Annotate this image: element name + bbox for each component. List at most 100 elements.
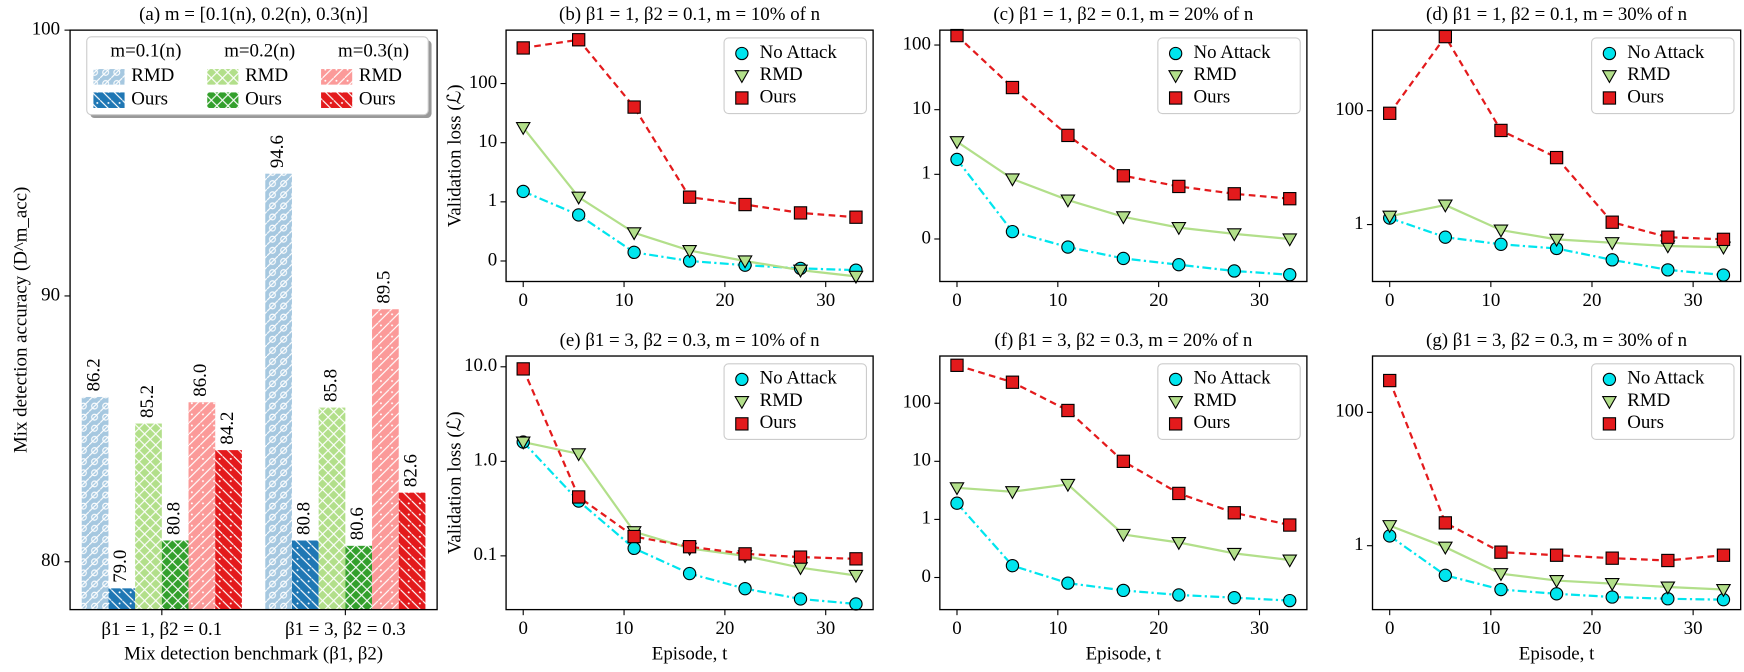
marker [1115,211,1131,225]
bar [161,540,189,610]
legend-swatch [93,92,125,108]
legend-label: RMD [1627,64,1670,85]
marker [1605,590,1619,604]
marker [793,206,808,220]
marker [1116,169,1131,183]
legend-label: Ours [760,412,797,433]
marker [1061,403,1075,418]
marker [682,190,697,204]
marker [627,245,641,260]
marker [793,550,808,564]
marker [1283,192,1297,206]
y-tick-label: 90 [41,284,60,305]
marker [682,566,697,581]
marker [571,448,587,462]
legend-label: RMD [131,65,174,86]
x-tick-label: 0 [1385,290,1394,311]
marker [1605,253,1619,267]
marker [1716,268,1731,282]
marker [1605,215,1619,229]
marker [737,255,753,269]
legend-group-title: m=0.1(n) [110,41,181,62]
legend-label: RMD [1627,390,1670,411]
marker [849,552,863,566]
bar [108,588,136,610]
legend-label: RMD [1193,64,1236,85]
marker [1383,106,1397,120]
value-label: 89.5 [374,271,395,304]
marker [1602,46,1617,61]
axes-frame [505,355,874,611]
bar [345,545,373,610]
x-tick-label: 20 [1583,618,1602,639]
marker [1172,486,1186,501]
marker [627,529,641,544]
x-axis-label: Mix detection benchmark (β1, β2) [124,644,383,665]
x-tick-label: 10 [1481,618,1500,639]
legend-group-title: m=0.2(n) [224,41,295,62]
marker [627,541,641,556]
marker [1661,263,1675,277]
legend: m=0.1(n) RMD Ours m=0.2(n) RMD Ours m=0.3(n) RM… [86,36,432,119]
marker [1383,373,1397,388]
marker [1004,486,1021,500]
x-tick-label: 30 [816,618,835,639]
marker [1602,91,1617,105]
marker [735,417,749,431]
marker [571,191,587,205]
x-axis-label: Episode, t [1519,644,1595,665]
bar [291,540,319,610]
bar [81,396,109,610]
marker [792,264,809,278]
legend-frame [723,37,867,115]
marker [1494,237,1508,251]
bar [372,309,399,610]
marker [1227,264,1241,278]
legend-frame [1591,37,1735,115]
marker [1168,396,1184,410]
value-label: 80.8 [164,502,185,535]
marker [1061,128,1075,143]
marker [1438,516,1453,530]
bar [265,173,292,610]
x-tick-label: β1 = 1, β2 = 0.1 [101,619,222,640]
marker [849,597,863,611]
legend-swatch [207,92,239,108]
y-tick-label: 10 [478,131,497,152]
marker [682,540,697,554]
axes-frame [505,29,874,283]
x-tick-label: 10 [615,290,634,311]
y-axis-label: Validation loss (ℒ) [444,84,465,227]
marker [1716,548,1731,562]
marker [1168,91,1183,105]
y-tick-label: 100 [903,33,931,54]
y-tick-label: 100 [32,18,60,39]
bar [398,492,426,610]
y-tick-label: 100 [1335,99,1363,120]
marker [1004,173,1021,187]
legend-frame [1591,363,1735,440]
x-tick-label: 10 [615,618,634,639]
y-tick-label: 10 [912,450,931,471]
value-label: 86.0 [190,364,211,397]
marker [1282,233,1298,247]
marker [1715,583,1732,598]
marker [1437,199,1453,213]
y-tick-label: 10 [912,98,931,119]
x-axis-label: Episode, t [652,644,728,665]
marker [1548,575,1565,589]
x-tick-label: 20 [1149,290,1168,311]
legend-label: Ours [359,89,396,110]
marker [1061,576,1075,590]
legend-label: Ours [131,89,168,110]
axes-frame [1371,29,1742,283]
legend-label: RMD [359,65,402,86]
marker [848,569,864,584]
marker [1549,548,1564,562]
x-tick-label: 10 [1048,290,1067,311]
marker [1493,224,1509,238]
marker [1168,372,1183,387]
